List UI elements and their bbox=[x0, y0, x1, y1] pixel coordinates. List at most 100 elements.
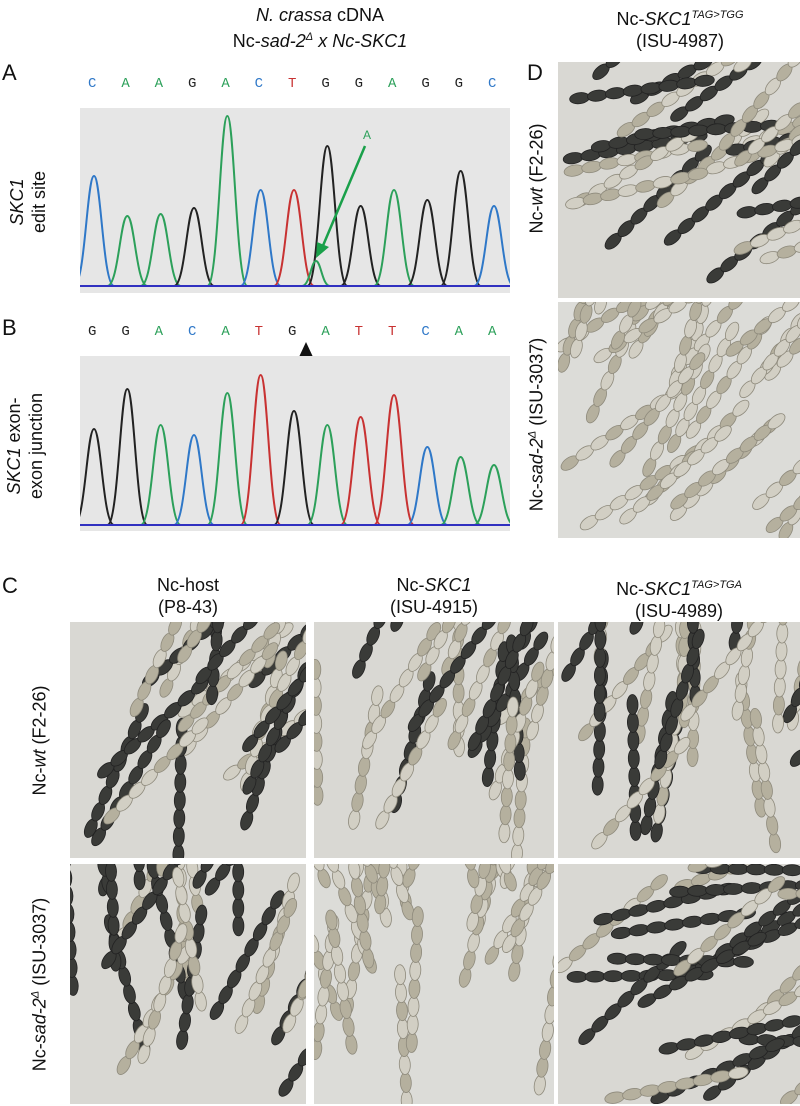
panel-a-row-label-site: edit site bbox=[29, 170, 49, 234]
ascospore bbox=[512, 825, 525, 847]
ascospore bbox=[70, 864, 72, 871]
ascospore bbox=[604, 87, 626, 100]
ascospore bbox=[314, 731, 323, 752]
trace-peak bbox=[373, 188, 415, 287]
ascospore bbox=[314, 695, 322, 716]
micrograph-c-skc1-sad2 bbox=[314, 864, 554, 1104]
ascospore bbox=[593, 683, 606, 704]
ascospore bbox=[411, 924, 423, 945]
ascospore bbox=[123, 983, 136, 1004]
panel-label-b: B bbox=[2, 315, 17, 340]
base-letter: A bbox=[154, 76, 164, 92]
ascospore bbox=[536, 1056, 549, 1078]
ascospore bbox=[531, 661, 545, 682]
ascospore bbox=[797, 311, 800, 329]
ascospore bbox=[314, 784, 324, 806]
ascospore bbox=[70, 939, 77, 960]
ascospore bbox=[787, 62, 800, 68]
ascospore bbox=[399, 1072, 412, 1093]
ascospore bbox=[783, 219, 800, 234]
ascospore bbox=[550, 633, 554, 654]
ascospore bbox=[314, 713, 323, 734]
ascospore bbox=[333, 962, 347, 984]
ascospore bbox=[566, 970, 588, 983]
base-letter: C bbox=[488, 76, 497, 92]
base-letter: G bbox=[188, 76, 197, 92]
trace-peak bbox=[173, 206, 215, 287]
ascospore bbox=[70, 957, 78, 978]
panel-c-row2-sad2: sad-2 bbox=[29, 998, 50, 1044]
ascospore bbox=[776, 622, 789, 644]
ascospore bbox=[777, 887, 799, 900]
ascospore bbox=[664, 918, 685, 931]
ascospore bbox=[794, 1079, 800, 1096]
ascospore bbox=[693, 62, 713, 71]
ascospore bbox=[628, 924, 650, 937]
ascospore bbox=[759, 622, 776, 624]
ascospore bbox=[552, 950, 554, 971]
ascospore bbox=[627, 748, 640, 769]
header-right-sup: TAG>TGG bbox=[691, 9, 744, 21]
ascospore bbox=[781, 1015, 800, 1028]
panel-b-traces bbox=[80, 373, 510, 526]
ascospore bbox=[625, 953, 646, 966]
ascospore bbox=[745, 864, 767, 876]
trace-peak bbox=[439, 169, 482, 287]
ascospore bbox=[362, 947, 375, 969]
ascospore bbox=[728, 302, 745, 310]
ascospore bbox=[194, 990, 207, 1012]
ascospore bbox=[617, 184, 639, 197]
panel-c-col2-header: Nc-SKC1 (ISU-4915) bbox=[314, 574, 554, 618]
ascospore bbox=[390, 622, 404, 632]
ascospore bbox=[766, 814, 779, 836]
ascospore bbox=[488, 864, 502, 866]
ascospore bbox=[261, 642, 279, 660]
ascospore bbox=[792, 457, 800, 475]
micrograph-d-wt bbox=[558, 62, 800, 298]
ascospore bbox=[662, 302, 678, 307]
ascospore bbox=[410, 942, 423, 963]
ascospore bbox=[733, 955, 754, 968]
ascospore bbox=[643, 953, 664, 966]
panel-c-col3-strain: (ISU-4989) bbox=[634, 601, 724, 621]
ascospore bbox=[175, 884, 188, 906]
ascospore bbox=[785, 325, 800, 343]
header-right-strain: (ISU-4987) bbox=[635, 31, 725, 51]
ascospore bbox=[172, 864, 189, 866]
panel-c-col3-header: Nc-SKC1TAG>TGA (ISU-4989) bbox=[558, 574, 800, 622]
ascospore bbox=[298, 978, 306, 999]
ascospore bbox=[605, 62, 624, 68]
ascospore bbox=[342, 1016, 355, 1037]
base-letter: G bbox=[288, 324, 297, 340]
panel-c-col3-nc: Nc- bbox=[616, 579, 645, 599]
panel-label-d: D bbox=[527, 60, 543, 85]
trace-minor-peak bbox=[301, 259, 331, 287]
trace-peak bbox=[373, 393, 415, 526]
panel-c-col1-strain: (P8-43) bbox=[157, 597, 219, 617]
ascospore bbox=[765, 1038, 785, 1052]
ascospore bbox=[314, 677, 322, 698]
ascospore bbox=[594, 647, 607, 668]
base-letter: T bbox=[354, 324, 364, 340]
ascospore bbox=[626, 694, 639, 715]
ascospore bbox=[674, 736, 691, 755]
ascospore bbox=[629, 820, 642, 841]
ascospore bbox=[508, 961, 521, 982]
panel-d-row1-nc: Nc- bbox=[526, 205, 547, 234]
trace-peak bbox=[306, 423, 349, 526]
ascospore bbox=[498, 822, 511, 844]
ascospore bbox=[500, 786, 513, 808]
trace-peak bbox=[273, 188, 315, 287]
ascospore bbox=[314, 1021, 325, 1043]
ascospore bbox=[599, 157, 620, 170]
micrograph-c-tga-wt bbox=[558, 622, 800, 858]
ascospore bbox=[298, 708, 306, 726]
trace-peak bbox=[173, 433, 215, 526]
ascospore bbox=[406, 1014, 419, 1035]
ascospore bbox=[728, 1066, 749, 1080]
ascospore bbox=[628, 766, 641, 787]
panel-d-row1-wt: wt bbox=[526, 187, 547, 206]
ascospore bbox=[348, 864, 361, 880]
ascospore bbox=[643, 670, 656, 692]
ascospore bbox=[519, 622, 534, 637]
